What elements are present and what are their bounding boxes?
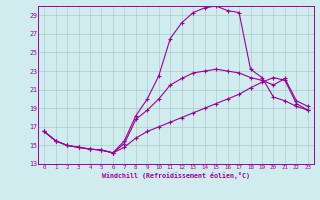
X-axis label: Windchill (Refroidissement éolien,°C): Windchill (Refroidissement éolien,°C) [102, 172, 250, 179]
